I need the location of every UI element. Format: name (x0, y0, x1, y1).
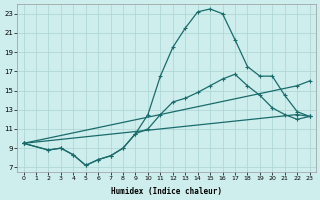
X-axis label: Humidex (Indice chaleur): Humidex (Indice chaleur) (111, 187, 222, 196)
